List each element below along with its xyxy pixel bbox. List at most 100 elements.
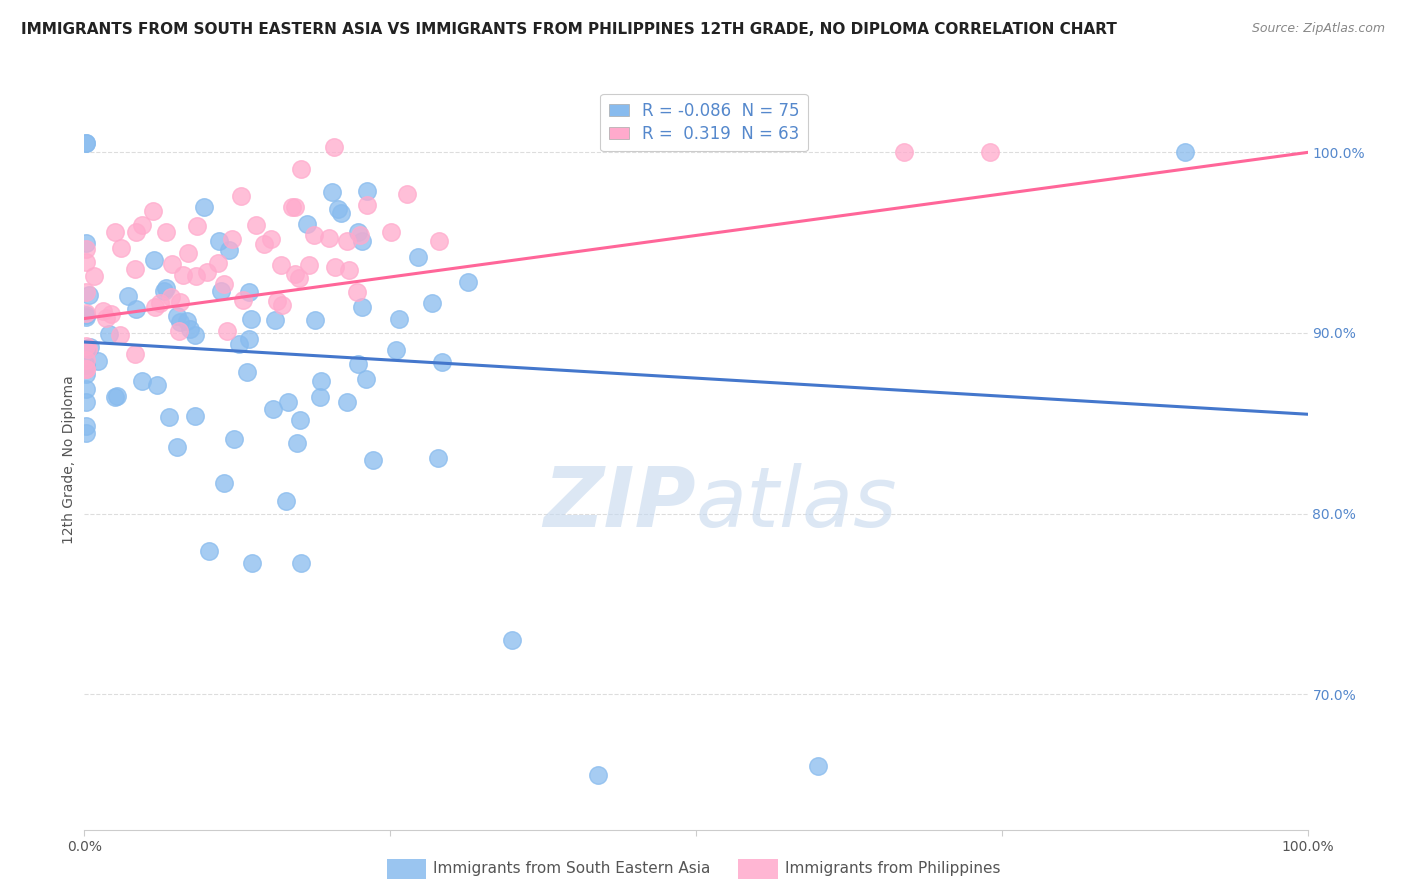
Point	[304, 227, 326, 242]
Legend: R = -0.086  N = 75, R =  0.319  N = 63: R = -0.086 N = 75, R = 0.319 N = 63	[600, 94, 808, 152]
Point	[131, 375, 153, 389]
Point	[75, 353, 97, 368]
Point	[321, 185, 343, 199]
Point	[352, 234, 374, 248]
Point	[349, 227, 371, 242]
Point	[145, 377, 167, 392]
Text: ZIP: ZIP	[543, 463, 696, 544]
Point	[309, 375, 332, 389]
Point	[395, 186, 418, 201]
Point	[277, 395, 299, 409]
Point	[263, 313, 285, 327]
Point	[169, 294, 191, 309]
Point	[75, 419, 97, 434]
Text: Immigrants from South Eastern Asia: Immigrants from South Eastern Asia	[433, 862, 710, 876]
Point	[212, 277, 235, 291]
Point	[221, 232, 243, 246]
Point	[142, 203, 165, 218]
Point	[76, 342, 98, 356]
Point	[308, 390, 330, 404]
Point	[166, 310, 188, 324]
Point	[384, 343, 406, 357]
Point	[807, 759, 830, 773]
Point	[87, 354, 110, 368]
Point	[262, 402, 284, 417]
Point	[346, 225, 368, 239]
Point	[325, 260, 347, 275]
Point	[238, 285, 260, 300]
Point	[502, 632, 524, 647]
Point	[318, 231, 340, 245]
Point	[75, 362, 97, 376]
Point	[290, 162, 312, 177]
Point	[79, 341, 101, 355]
Point	[193, 200, 215, 214]
Point	[75, 242, 97, 256]
Point	[893, 145, 915, 160]
Point	[336, 234, 359, 248]
Point	[290, 412, 312, 426]
Point	[179, 322, 201, 336]
Point	[207, 256, 229, 270]
Point	[297, 217, 319, 231]
Point	[155, 281, 177, 295]
Point	[160, 290, 183, 304]
Point	[270, 298, 292, 312]
Point	[266, 294, 288, 309]
Text: Immigrants from Philippines: Immigrants from Philippines	[785, 862, 1000, 876]
Point	[284, 200, 307, 214]
Point	[110, 241, 132, 255]
Point	[228, 336, 250, 351]
Point	[75, 308, 97, 322]
Point	[184, 409, 207, 423]
Point	[346, 285, 368, 299]
Y-axis label: 12th Grade, No Diploma: 12th Grade, No Diploma	[62, 375, 76, 544]
Point	[406, 250, 429, 264]
Point	[117, 289, 139, 303]
Point	[157, 410, 180, 425]
Point	[229, 188, 252, 202]
Point	[209, 284, 232, 298]
Point	[104, 390, 127, 404]
Point	[287, 271, 309, 285]
Point	[98, 326, 121, 341]
Point	[363, 453, 385, 467]
Point	[75, 310, 97, 325]
Point	[245, 218, 267, 232]
Point	[420, 295, 443, 310]
Point	[352, 300, 374, 314]
Point	[270, 259, 292, 273]
Point	[160, 257, 183, 271]
Point	[186, 219, 208, 233]
Point	[75, 358, 97, 372]
Point	[252, 237, 274, 252]
Point	[75, 136, 97, 151]
Point	[208, 234, 231, 248]
Text: IMMIGRANTS FROM SOUTH EASTERN ASIA VS IMMIGRANTS FROM PHILIPPINES 12TH GRADE, NO: IMMIGRANTS FROM SOUTH EASTERN ASIA VS IM…	[21, 22, 1116, 37]
Point	[457, 275, 479, 289]
Point	[274, 493, 297, 508]
Point	[979, 145, 1001, 160]
Point	[153, 284, 176, 298]
Point	[238, 332, 260, 346]
Point	[155, 225, 177, 239]
Point	[75, 338, 97, 352]
Point	[124, 301, 146, 316]
Point	[242, 556, 264, 570]
Point	[75, 285, 97, 299]
Point	[105, 388, 128, 402]
Point	[426, 451, 449, 466]
Point	[183, 328, 205, 343]
Point	[177, 245, 200, 260]
Point	[323, 139, 346, 153]
Point	[104, 226, 127, 240]
Point	[75, 236, 97, 251]
Point	[77, 288, 100, 302]
Point	[304, 312, 326, 326]
Point	[75, 426, 97, 441]
Point	[218, 244, 240, 258]
Point	[125, 225, 148, 239]
Point	[149, 296, 172, 310]
Point	[75, 136, 97, 151]
Point	[222, 432, 245, 446]
